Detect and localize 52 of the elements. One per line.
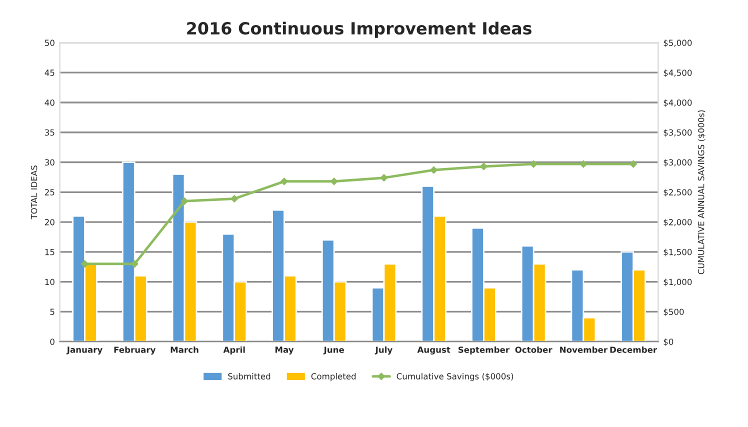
point [580, 160, 588, 168]
x-tick-label: February [114, 346, 156, 355]
point [530, 160, 538, 168]
y2-tick-label: $0 [664, 338, 674, 346]
point [480, 162, 488, 170]
y2-tick-label: $2,500 [664, 188, 692, 197]
y-tick-label: 30 [45, 159, 54, 166]
y-tick-label: 35 [45, 129, 54, 136]
point [630, 160, 637, 168]
y2-tick-label: $5,000 [664, 40, 692, 48]
y-tick-label: 45 [44, 70, 54, 76]
y2-tick-label: $3,000 [664, 159, 692, 167]
y-tick-label: 40 [44, 99, 54, 106]
x-tick-label: August [417, 346, 450, 355]
y2-tick-label: $2,000 [664, 218, 692, 226]
x-tick-label: December [610, 346, 658, 353]
y-tick-label: 5 [50, 308, 54, 315]
y-tick-label: 0 [50, 338, 54, 345]
point [430, 166, 438, 174]
y-tick-label: 20 [44, 219, 54, 226]
point [81, 260, 88, 268]
y2-tick-label: $4,000 [664, 99, 692, 107]
point [230, 195, 238, 202]
y-tick-label: 10 [45, 278, 54, 286]
x-tick-label: January [66, 346, 102, 355]
y-tick-label: 50 [45, 40, 54, 46]
point [180, 197, 188, 205]
legend-label: Cumulative Savings ($000s) [396, 373, 514, 382]
y-tick-label: 25 [44, 189, 54, 196]
legend-label: Submitted [228, 373, 270, 380]
legend-label: Completed [311, 373, 356, 382]
x-tick-label: July [374, 346, 392, 355]
x-tick-label: March [170, 346, 198, 353]
y2-tick-label: $1,500 [664, 248, 692, 256]
chart-title: 2016 Continuous Improvement Ideas [187, 22, 532, 38]
y2-axis-title: CUMULATIVE ANNUAL SAVINGS ($000s) [698, 110, 706, 274]
x-tick-label: November [560, 346, 608, 353]
x-tick-label: April [223, 346, 245, 355]
y2-tick-label: $4,500 [664, 69, 692, 77]
point [280, 178, 288, 186]
point [380, 174, 388, 182]
x-tick-label: June [323, 346, 344, 354]
y2-tick-label: $3,500 [664, 129, 692, 137]
x-tick-label: September [458, 346, 510, 355]
y-tick-label: 15 [45, 249, 54, 256]
point [330, 178, 338, 186]
y-axis-title: TOTAL IDEAS [30, 166, 38, 220]
y2-tick-label: $1,000 [664, 278, 692, 286]
x-tick-label: May [275, 346, 294, 355]
point [131, 260, 138, 268]
x-tick-label: October [515, 346, 552, 353]
y2-tick-label: $500 [664, 308, 684, 316]
